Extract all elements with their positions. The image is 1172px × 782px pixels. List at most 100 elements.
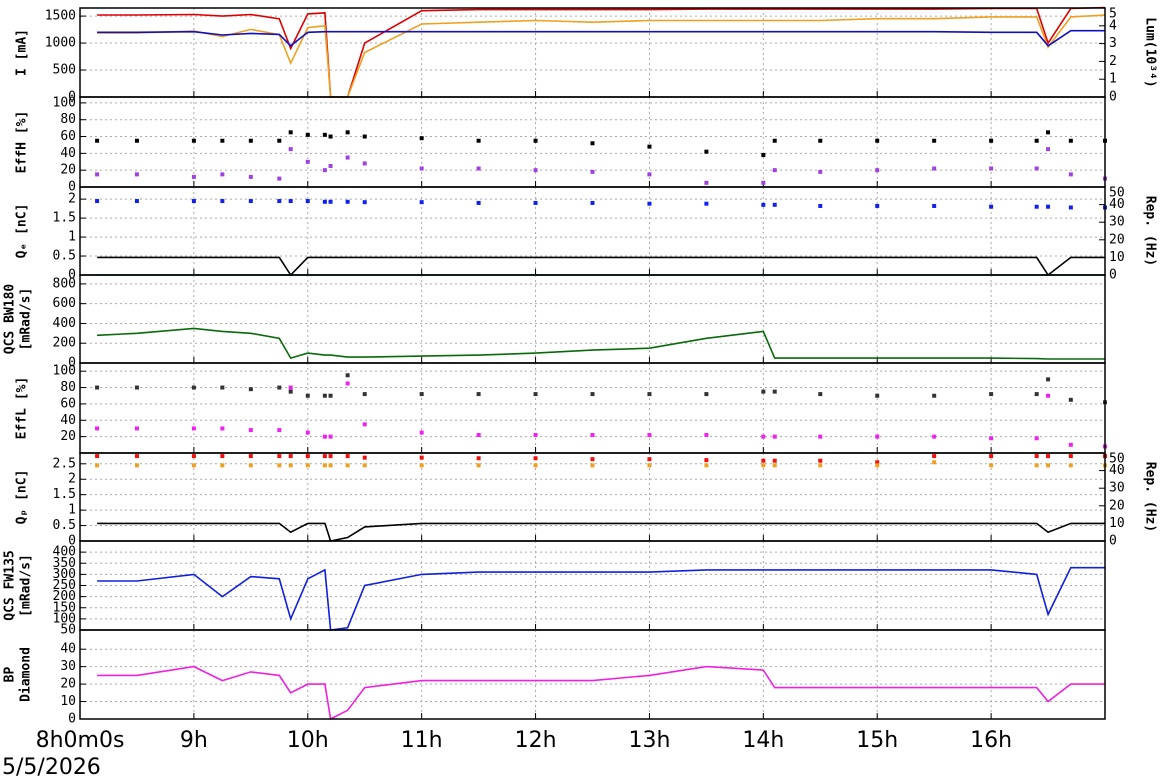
scatter-point: [818, 463, 823, 468]
y-axis-label: BP: [3, 667, 18, 683]
y-axis-label: Diamond: [19, 647, 34, 702]
scatter-point: [989, 463, 994, 468]
y-tick-label: 400: [53, 316, 76, 331]
scatter-point: [220, 463, 225, 468]
scatter-point: [647, 201, 652, 206]
y-tick-label: 80: [60, 112, 76, 127]
scatter-point: [989, 454, 994, 459]
scatter-point: [772, 389, 777, 394]
scatter-point: [932, 393, 937, 398]
scatter-point: [288, 385, 293, 390]
scatter-point: [288, 463, 293, 468]
scatter-point: [989, 138, 994, 143]
scatter-point: [248, 199, 253, 204]
scatter-point: [362, 161, 367, 166]
x-tick-label: 9h: [180, 728, 208, 753]
scatter-point: [248, 138, 253, 143]
scatter-point: [818, 458, 823, 463]
y-axis-label: Qₚ [nC]: [15, 470, 30, 525]
scatter-point: [134, 426, 139, 431]
scatter-point: [761, 389, 766, 394]
y-tick-label: 150: [53, 600, 76, 615]
scatter-point: [419, 200, 424, 205]
scatter-point: [761, 458, 766, 463]
scatter-point: [305, 463, 310, 468]
scatter-point: [345, 155, 350, 160]
scatter-point: [95, 426, 100, 431]
x-tick-label: 16h: [970, 728, 1012, 753]
scatter-point: [989, 392, 994, 397]
y2-tick-label: 20: [1109, 498, 1125, 513]
scatter-point: [1034, 436, 1039, 441]
scatter-point: [1034, 166, 1039, 171]
scatter-point: [772, 434, 777, 439]
scatter-point: [1034, 454, 1039, 459]
scatter-point: [362, 463, 367, 468]
scatter-point: [191, 454, 196, 459]
scatter-point: [134, 463, 139, 468]
y-tick-label: 0: [68, 90, 76, 105]
scatter-point: [533, 138, 538, 143]
scatter-point: [704, 180, 709, 185]
y2-tick-label: 2: [1109, 54, 1117, 69]
scatter-point: [932, 460, 937, 465]
scatter-point: [932, 454, 937, 459]
y-tick-label: 40: [60, 413, 76, 428]
series-line: [97, 29, 1105, 47]
scatter-point: [95, 385, 100, 390]
scatter-point: [419, 463, 424, 468]
scatter-point: [1046, 147, 1051, 152]
y-tick-label: 0.5: [53, 518, 76, 533]
scatter-point: [704, 463, 709, 468]
scatter-point: [1046, 454, 1051, 459]
y-tick-label: 1.5: [53, 487, 76, 502]
scatter-point: [328, 454, 333, 459]
scatter-point: [288, 389, 293, 394]
x-tick-label: 11h: [401, 728, 443, 753]
scatter-point: [191, 463, 196, 468]
scatter-point: [277, 454, 282, 459]
y-tick-label: 20: [60, 163, 76, 178]
scatter-point: [305, 199, 310, 204]
scatter-point: [345, 463, 350, 468]
scatter-point: [772, 458, 777, 463]
scatter-point: [134, 172, 139, 177]
scatter-point: [818, 138, 823, 143]
scatter-point: [533, 168, 538, 173]
scatter-point: [761, 180, 766, 185]
scatter-point: [322, 393, 327, 398]
scatter-point: [818, 392, 823, 397]
y2-tick-label: 0: [1109, 90, 1117, 105]
scatter-point: [772, 202, 777, 207]
y2-tick-label: 40: [1109, 197, 1125, 212]
y-tick-label: 0: [68, 356, 76, 371]
scatter-point: [875, 393, 880, 398]
y-tick-label: 1.5: [53, 211, 76, 226]
scatter-point: [1068, 397, 1073, 402]
scatter-point: [647, 144, 652, 149]
y-tick-label: 40: [60, 642, 76, 657]
scatter-point: [761, 434, 766, 439]
y-tick-label: 0: [68, 268, 76, 283]
y-tick-label: 20: [60, 429, 76, 444]
scatter-point: [277, 138, 282, 143]
scatter-point: [932, 138, 937, 143]
y-tick-label: 500: [53, 63, 76, 78]
series-line: [97, 522, 1105, 542]
x-tick-label: 14h: [742, 728, 784, 753]
scatter-point: [1068, 442, 1073, 447]
scatter-point: [590, 457, 595, 462]
scatter-point: [875, 460, 880, 465]
y-tick-label: 250: [53, 578, 76, 593]
scatter-point: [362, 392, 367, 397]
scatter-point: [248, 387, 253, 392]
scatter-point: [362, 455, 367, 460]
scatter-point: [322, 454, 327, 459]
y-tick-label: 100: [53, 364, 76, 379]
scatter-point: [1068, 463, 1073, 468]
x-tick-label: 15h: [856, 728, 898, 753]
scatter-point: [277, 428, 282, 433]
y2-tick-label: 50: [1109, 452, 1125, 467]
scatter-point: [305, 430, 310, 435]
y-tick-label: 2.5: [53, 456, 76, 471]
